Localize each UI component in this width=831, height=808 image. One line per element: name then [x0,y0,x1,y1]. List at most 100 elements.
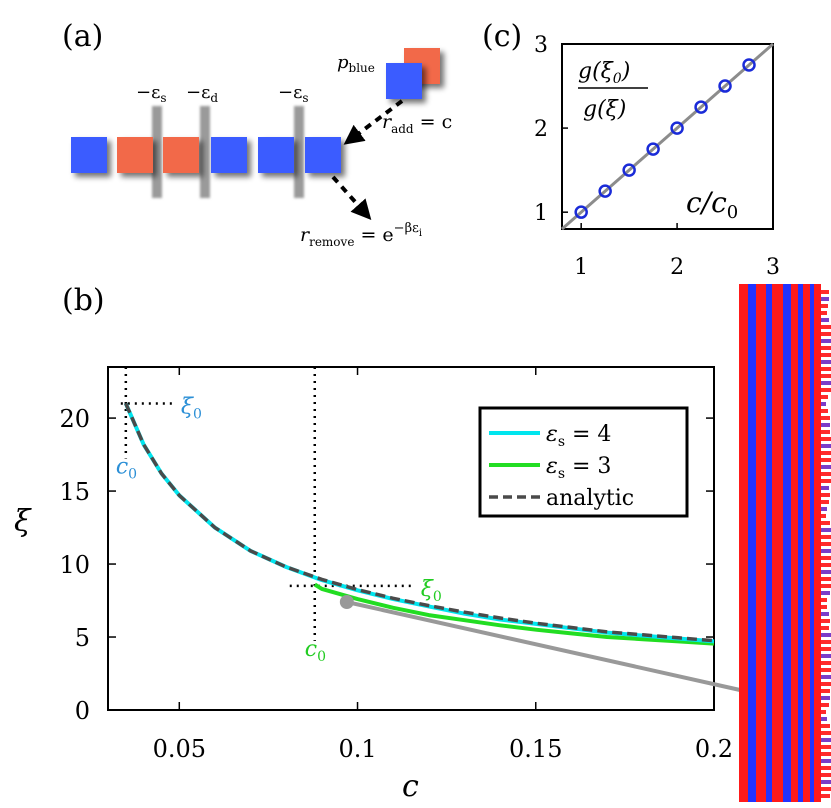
strip-blue-band [783,284,791,802]
strip-edge-tick [821,311,827,315]
strip-edge-tick [821,612,829,616]
inset-points [574,58,756,219]
main-xtick-label: 0.05 [153,735,206,763]
panel-c-label: (c) [482,19,522,54]
strip-edge-tick [821,444,831,448]
strip-edge-tick [821,437,831,441]
chain-monomer-1 [71,137,107,173]
strip-edge-tick [821,325,831,329]
inset-point [646,142,660,156]
pointer-dot [339,594,354,609]
strip-edge-tick [821,654,831,658]
inset-point [742,58,756,72]
strip-edge-tick [821,787,831,791]
strip-edge-tick [821,745,831,749]
strip-edge-tick [821,297,829,301]
strip-edge-tick [821,759,831,763]
inset-ytick-label: 1 [534,201,548,226]
strip-edge-tick [821,668,831,672]
r-add-label: radd = c [382,111,452,136]
incoming-blue-monomer [386,63,422,99]
main-xtick-label: 0.1 [338,735,376,763]
monomer-chain [71,137,341,173]
panel-b-label: (b) [62,283,105,318]
inset-ylabel: g(ξ0) g(ξ) [578,59,648,122]
inset-xtick-label: 2 [670,255,684,280]
xi0-label: ξ0 [421,577,442,605]
strip-edge-tick [821,388,831,392]
inset-ytick-label: 3 [534,33,548,58]
p-blue-label: pblue [337,52,375,75]
strip-edge-tick [821,542,831,546]
main-xtick-label: 0.15 [509,735,562,763]
inset-xtick-label: 3 [766,255,780,280]
strip-edge-tick [821,472,831,476]
barrier-1 [152,106,162,198]
chain-monomer-3 [163,137,199,173]
strip-edge-tick [821,353,831,357]
strip-edge-tick [821,752,831,756]
strip-edge-tick [821,318,829,322]
strip-edge-tick [821,724,830,728]
chain-monomer-5 [258,137,294,173]
strip-edge-tick [821,682,831,686]
main-axes: 0.05 0.1 0.15 0.2 0 5 10 15 20 [59,367,733,763]
strip-edge-tick [821,395,828,399]
strip-edge-tick [821,647,831,651]
strip-edge-tick [821,717,827,721]
strip-edge-tick [821,465,831,469]
side-chain-strip [739,284,831,802]
panel-c: (c) 1 2 3 1 2 3 g(ξ0) g(ξ) c/c0 [482,19,780,280]
inset-point [598,184,612,198]
chain-monomer-2 [117,137,153,173]
strip-edge-tick [821,766,831,770]
inset-xtick-label: 1 [574,255,588,280]
main-xtick-label: 0.2 [695,735,733,763]
main-xlabel: c [402,769,419,804]
strip-edge-tick [821,577,831,581]
energy-label-s-2: −εs [278,82,309,105]
inset-axes: 1 2 3 1 2 3 [534,33,780,280]
energy-label-s-1: −εs [136,82,167,105]
strip-edge-tick [821,486,829,490]
strip-edge-tick [821,507,827,511]
strip-edge-tick [821,591,830,595]
strip-edge-tick [821,493,830,497]
strip-edge-tick [821,290,829,294]
barrier-3 [294,106,304,198]
main-ytick-label: 5 [75,624,90,652]
strip-edge-tick [821,675,831,679]
strip-edge-tick [821,794,830,798]
strip-edge-tick [821,402,826,406]
legend-label-eps3: εs = 3 [546,454,611,482]
strip-edge-tick [821,339,831,343]
chain-monomer-6 [305,137,341,173]
main-ylabel: ξ [14,504,32,539]
strip-edge-tick [821,773,831,777]
strip-edge-tick [821,640,831,644]
energy-labels: −εs −εd −εs [136,82,309,105]
strip-edge-tick [821,710,826,714]
strip-edge-tick [821,423,830,427]
strip-edge-tick [821,458,831,462]
strip-edge-tick [821,360,831,364]
main-ytick-label: 10 [59,551,90,579]
c0-label: c0 [116,454,137,482]
strip-edge-tick [821,514,826,518]
strip-edge-tick [821,346,831,350]
strip-edge-tick [821,500,829,504]
strip-edge-tick [821,556,831,560]
inset-ytick-label: 2 [534,117,548,142]
legend: εs = 4 εs = 3 analytic [478,406,689,518]
strip-edge-tick [821,570,831,574]
strip-edge-tick [821,738,831,742]
inset-point [670,121,684,135]
strip-edge-tick [821,304,828,308]
strip-edge-tick [821,731,831,735]
pointer-line [346,600,741,692]
series-line-2 [124,402,715,643]
strip-edge-tick [821,528,831,532]
strip-edge-tick [821,598,827,602]
